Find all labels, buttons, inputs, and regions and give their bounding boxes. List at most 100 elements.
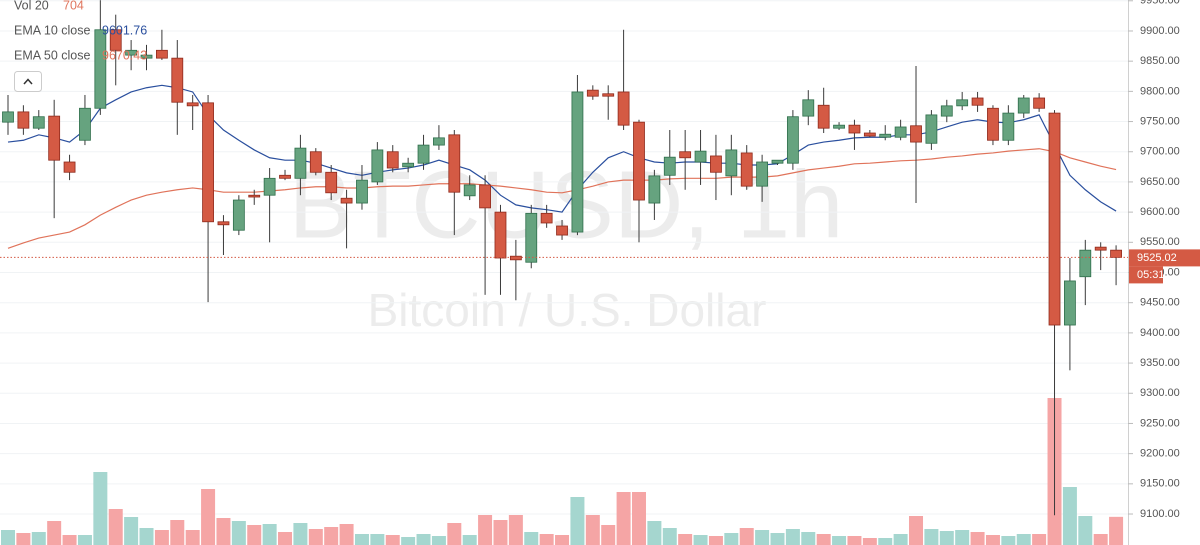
ema-line [7, 148, 1117, 249]
y-tick-label: 9900.00 [1140, 25, 1180, 37]
countdown-box [1129, 266, 1163, 284]
volume-bar [293, 523, 308, 545]
volume-bar [77, 535, 92, 545]
candle-body [725, 149, 738, 177]
y-tick-label: 9200.00 [1140, 448, 1180, 460]
volume-bar [770, 533, 785, 545]
volume-bar [1093, 534, 1108, 545]
volume-bar [416, 534, 431, 545]
volume-bar [1109, 516, 1124, 545]
candle-body [1094, 246, 1107, 251]
legend-series-value: 9670.43 [102, 48, 147, 62]
chevron-icon[interactable] [23, 78, 33, 85]
volume-bar [339, 524, 354, 545]
volume-bar [93, 472, 108, 545]
candle-body [94, 29, 107, 109]
volume-bar [47, 521, 62, 545]
y-tick-label: 9750.00 [1140, 115, 1180, 127]
volume-bar [708, 536, 723, 545]
volume-bar [170, 520, 185, 545]
volume-bar [216, 518, 231, 545]
candle-body [171, 57, 184, 103]
candle-body [1048, 112, 1061, 326]
volume-bar [955, 530, 970, 545]
candle-body [663, 156, 676, 176]
volume-bar [1, 530, 15, 545]
candle-body [2, 111, 14, 123]
candle-body [448, 134, 461, 193]
volume-bar [724, 533, 739, 545]
candles [0, 0, 1128, 516]
y-tick-label: 9850.00 [1140, 55, 1180, 67]
candle-body [525, 212, 538, 263]
candle-body [817, 104, 830, 129]
candle-body [479, 184, 491, 209]
volume-bar [909, 516, 924, 545]
candle-body [279, 174, 291, 179]
candle-body [1079, 249, 1092, 278]
candle-body [571, 91, 584, 233]
candle-body [602, 93, 615, 97]
volume-bar [108, 509, 123, 545]
y-tick-label: 9450.00 [1140, 297, 1180, 309]
candle-body [125, 49, 138, 56]
candle-body [786, 116, 799, 164]
volume-bar [493, 520, 508, 545]
collapse-button[interactable] [14, 71, 42, 92]
candle-body [417, 144, 430, 164]
volume-bar [1078, 516, 1093, 545]
volume-bar [508, 515, 523, 545]
volume-bar [370, 534, 385, 545]
volume-bar [431, 536, 446, 545]
volume-bar [755, 530, 770, 545]
candle-body [956, 99, 969, 107]
candle-body [710, 155, 722, 173]
candle-body [248, 194, 261, 198]
candle-body [217, 221, 230, 226]
candle-body [771, 159, 784, 164]
volume-bar [385, 535, 400, 545]
candle-body [617, 91, 630, 126]
candle-body [940, 105, 953, 117]
volume-bar [662, 528, 677, 545]
candle-body [433, 137, 445, 146]
y-tick-label: 9950.00 [1140, 0, 1180, 7]
candle-body [925, 114, 938, 144]
price-axis: 9100.00 9150.00 9200.00 9250.00 9300.00 9350.… [1128, 0, 1200, 545]
candle-body [833, 124, 845, 129]
y-tick-label: 9400.00 [1140, 327, 1180, 339]
volume-bar [616, 492, 631, 545]
volume-bar [524, 532, 539, 545]
volume-bar [555, 535, 570, 545]
volume-bar [893, 534, 908, 545]
volume-bar [585, 515, 600, 545]
price-label-box [1129, 249, 1200, 267]
candle-body [140, 54, 153, 59]
candle-body [325, 171, 338, 194]
volume-bar [816, 534, 831, 545]
volume-bar [1001, 536, 1016, 545]
candle-body [202, 102, 214, 223]
grid [0, 0, 1128, 515]
candle-body [263, 177, 276, 196]
volume-bar [262, 524, 277, 545]
volume-bar [647, 521, 662, 545]
volume-bar [324, 527, 339, 545]
candle-body [402, 162, 415, 168]
countdown-label: 05:31 [1137, 269, 1165, 281]
candle-body [294, 147, 307, 179]
candle-body [386, 151, 399, 169]
y-tick-label: 9150.00 [1140, 478, 1180, 490]
candle-body [540, 212, 553, 224]
volume-bar [308, 529, 323, 545]
button-frame[interactable] [14, 71, 42, 92]
candle-body [679, 151, 692, 159]
candle-body [309, 151, 322, 173]
volume-bar [447, 523, 462, 545]
candle-body [17, 111, 30, 129]
volume-bar [462, 535, 477, 545]
volume-bar [601, 525, 616, 545]
legend-volume-value: 704 [63, 0, 84, 12]
candle-body [340, 197, 353, 204]
